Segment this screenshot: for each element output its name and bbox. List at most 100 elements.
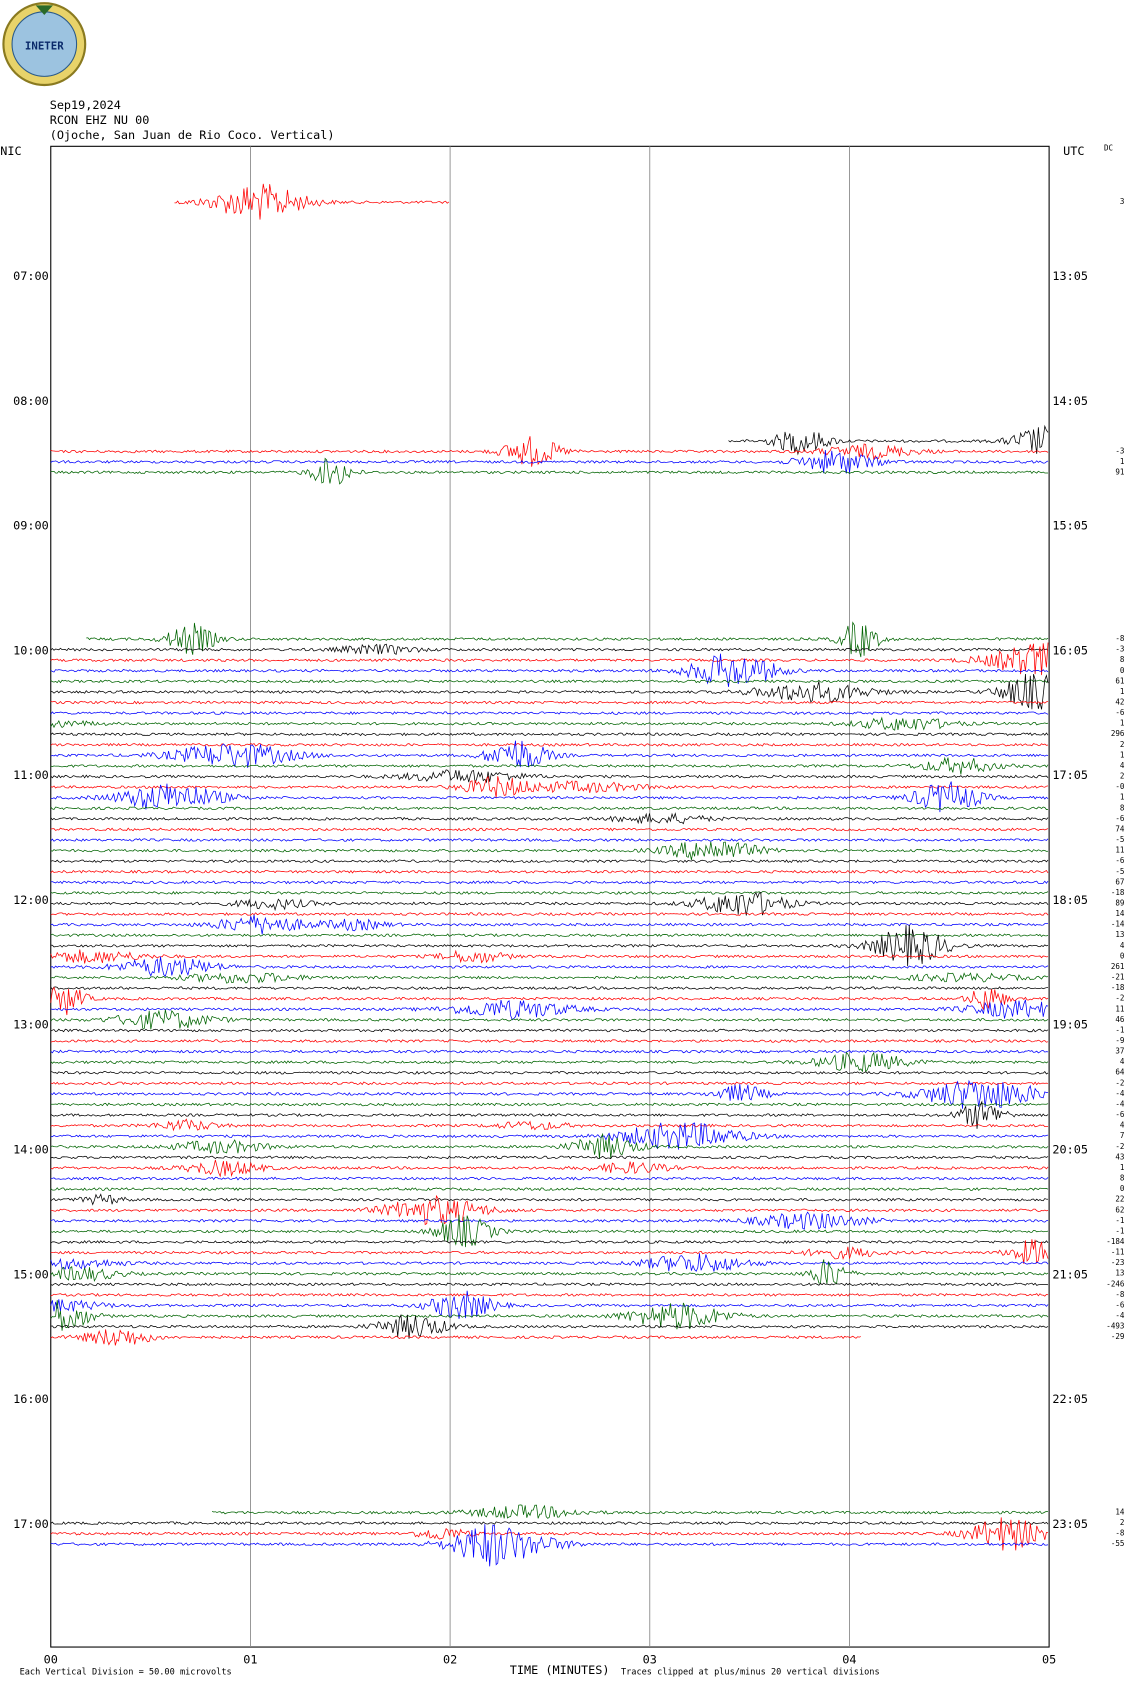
x-tick-label: 02 <box>443 1652 457 1666</box>
dc-value: 8 <box>1120 655 1125 664</box>
footer-scale: Each Vertical Division = 50.00 microvolt… <box>20 1667 232 1677</box>
trace <box>50 1521 1049 1526</box>
dc-value: 1 <box>1120 1163 1125 1172</box>
dc-value: 0 <box>1120 1184 1125 1193</box>
dc-value: 0 <box>1120 951 1125 960</box>
dc-value: 14 <box>1115 909 1125 918</box>
trace <box>50 742 1049 747</box>
dc-value: -2 <box>1115 994 1124 1003</box>
logo-flag <box>35 5 53 16</box>
trace <box>174 183 450 220</box>
dc-value: 62 <box>1115 1205 1124 1214</box>
trace <box>50 1193 1049 1206</box>
dc-value: 46 <box>1115 1015 1125 1024</box>
dc-value: 2 <box>1120 1518 1125 1527</box>
trace <box>50 891 1049 916</box>
trace <box>50 933 1049 938</box>
trace <box>50 436 1049 467</box>
left-axis-title: NIC <box>0 144 21 158</box>
location: (Ojoche, San Juan de Rio Coco. Vertical) <box>50 128 335 142</box>
trace <box>50 1039 1049 1043</box>
trace <box>50 1051 1049 1073</box>
trace <box>50 1102 1049 1107</box>
dc-value: -1 <box>1115 1216 1125 1225</box>
logo-text: INETER <box>25 39 64 52</box>
trace <box>50 642 1049 676</box>
dc-value: -6 <box>1115 814 1125 823</box>
dc-value: 7 <box>1120 1131 1125 1140</box>
x-tick-label: 05 <box>1042 1652 1056 1666</box>
trace <box>50 673 1049 710</box>
dc-value: -6 <box>1115 1300 1125 1309</box>
dc-value: -5 <box>1115 867 1124 876</box>
trace <box>50 1079 1049 1109</box>
dc-value: 14 <box>1115 1508 1125 1517</box>
plot-frame <box>50 145 1050 1648</box>
trace <box>50 827 1049 832</box>
dc-value: -4 <box>1115 1311 1125 1320</box>
trace <box>50 1240 1049 1244</box>
trace <box>50 1517 1049 1551</box>
dc-value: 8 <box>1120 1174 1125 1183</box>
trace <box>50 806 1049 811</box>
dc-value: 1 <box>1120 719 1125 728</box>
trace <box>50 740 1049 768</box>
dc-value: -6 <box>1115 708 1125 717</box>
x-tick-label: 04 <box>842 1652 856 1666</box>
left-hour-label: 14:00 <box>13 1143 49 1157</box>
trace <box>50 1028 1049 1033</box>
dc-value: 37 <box>1115 1047 1124 1056</box>
dc-value: -6 <box>1115 856 1125 865</box>
dc-value: 4 <box>1120 1057 1125 1066</box>
dc-value: 1 <box>1120 793 1125 802</box>
dc-value: 11 <box>1115 846 1125 855</box>
x-tick-label: 00 <box>44 1652 58 1666</box>
dc-value: 43 <box>1115 1152 1124 1161</box>
trace <box>50 859 1049 864</box>
left-hour-label: 08:00 <box>13 394 49 408</box>
trace <box>50 653 1049 687</box>
trace <box>50 643 1049 656</box>
dc-value: 13 <box>1115 930 1124 939</box>
dc-value: -6 <box>1115 1110 1125 1119</box>
trace <box>50 841 1049 860</box>
trace <box>50 700 1049 705</box>
dc-value: 2 <box>1120 772 1125 781</box>
dc-value: 4 <box>1120 941 1125 950</box>
dc-value: -3 <box>1115 645 1124 654</box>
dc-value: -23 <box>1111 1258 1125 1267</box>
trace <box>50 1239 1049 1265</box>
right-hour-label: 14:05 <box>1052 394 1088 408</box>
left-hour-label: 15:00 <box>13 1267 49 1281</box>
dc-value: -0 <box>1115 782 1125 791</box>
dc-value: 3 <box>1120 197 1125 206</box>
station: RCON EHZ NU 00 <box>50 113 150 127</box>
dc-value: 74 <box>1115 824 1125 833</box>
trace <box>50 1253 1049 1272</box>
trace <box>50 986 1049 1016</box>
dc-value: 1 <box>1120 457 1125 466</box>
right-hour-label: 15:05 <box>1052 519 1088 533</box>
dc-value: 42 <box>1115 697 1124 706</box>
trace <box>50 711 1049 715</box>
trace <box>50 838 1049 842</box>
trace <box>50 956 1049 978</box>
trace <box>50 1081 1049 1086</box>
x-axis-title: TIME (MINUTES) <box>510 1663 610 1677</box>
dc-value: 91 <box>1115 467 1125 476</box>
dc-value: -55 <box>1111 1539 1125 1548</box>
left-hour-label: 07:00 <box>13 269 49 283</box>
dc-value: -184 <box>1106 1237 1125 1246</box>
trace <box>50 1155 1049 1160</box>
trace <box>50 756 1049 775</box>
date: Sep19,2024 <box>50 98 121 112</box>
dc-value: -3 <box>1115 446 1124 455</box>
dc-value: -14 <box>1111 920 1125 929</box>
dc-value: -246 <box>1106 1279 1125 1288</box>
footer-clip: Traces clipped at plus/minus 20 vertical… <box>621 1667 880 1677</box>
dc-value: 61 <box>1115 676 1125 685</box>
trace <box>50 999 1049 1021</box>
trace <box>50 914 1049 935</box>
trace <box>50 1292 1049 1297</box>
dc-value: 89 <box>1115 898 1125 907</box>
